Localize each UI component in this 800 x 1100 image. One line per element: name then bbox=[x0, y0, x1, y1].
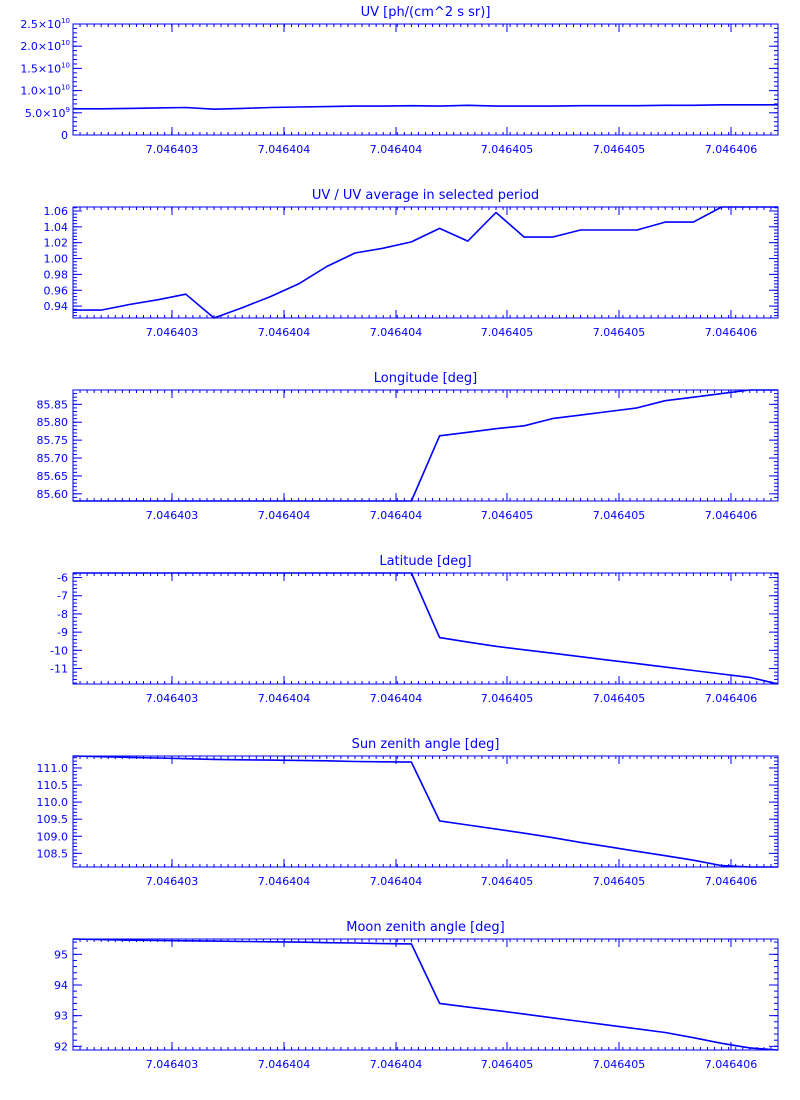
x-tick-label: 7.046403 bbox=[146, 143, 199, 156]
x-tick-label: 7.046406 bbox=[705, 875, 758, 888]
data-series-line bbox=[73, 206, 778, 319]
chart-panel-5: Sun zenith angle [deg] 7.046403 7.046404 7.… bbox=[37, 737, 779, 888]
y-tick-label: 2.5×1010 bbox=[20, 17, 70, 31]
x-tick-label: 7.046404 bbox=[370, 1058, 423, 1071]
x-tick-label: 7.046403 bbox=[146, 692, 199, 705]
data-series-line bbox=[73, 104, 778, 110]
y-tick-label: -9 bbox=[57, 626, 68, 639]
x-tick-label: 7.046405 bbox=[481, 143, 534, 156]
chart-panel-1: UV [ph/(cm^2 s sr)] 7.046403 7.046404 7.046… bbox=[20, 5, 779, 156]
x-tick-label: 7.046405 bbox=[593, 692, 646, 705]
y-tick-label: 111.0 bbox=[37, 762, 69, 775]
y-tick-label: -10 bbox=[50, 644, 68, 657]
y-tick-label: 1.0×1010 bbox=[20, 84, 70, 98]
x-tick-label: 7.046405 bbox=[593, 326, 646, 339]
chart-title: Latitude [deg] bbox=[379, 554, 471, 569]
data-series-line bbox=[72, 938, 779, 1051]
y-tick-label: 2.0×1010 bbox=[20, 39, 70, 53]
plot-frame bbox=[72, 206, 779, 319]
x-tick-label: 7.046405 bbox=[481, 509, 534, 522]
x-tick-label: 7.046404 bbox=[370, 326, 423, 339]
x-tick-label: 7.046404 bbox=[258, 692, 311, 705]
chart-panel-2: UV / UV average in selected period 7.0464… bbox=[44, 188, 779, 339]
chart-panel-4: Latitude [deg] 7.046403 7.046404 7.046404 7.… bbox=[50, 554, 779, 705]
x-tick-label: 7.046404 bbox=[370, 143, 423, 156]
chart-title: UV [ph/(cm^2 s sr)] bbox=[361, 5, 491, 20]
y-tick-label: 0.96 bbox=[44, 284, 69, 297]
x-tick-label: 7.046404 bbox=[258, 875, 311, 888]
chart-title: Moon zenith angle [deg] bbox=[346, 920, 504, 935]
x-tick-label: 7.046405 bbox=[593, 1058, 646, 1071]
x-tick-label: 7.046405 bbox=[481, 1058, 534, 1071]
x-tick-label: 7.046404 bbox=[258, 509, 311, 522]
y-tick-label: -11 bbox=[50, 663, 68, 676]
y-tick-label: 95 bbox=[54, 948, 68, 961]
chart-title: Longitude [deg] bbox=[374, 371, 477, 386]
x-tick-label: 7.046406 bbox=[705, 692, 758, 705]
y-tick-label: 5.0×109 bbox=[25, 106, 70, 120]
x-tick-label: 7.046405 bbox=[593, 875, 646, 888]
x-tick-label: 7.046404 bbox=[370, 509, 423, 522]
y-tick-label: 92 bbox=[54, 1040, 68, 1053]
x-tick-label: 7.046404 bbox=[258, 326, 311, 339]
data-series-line bbox=[72, 755, 778, 868]
y-tick-label: 110.5 bbox=[37, 779, 69, 792]
y-tick-label: 85.75 bbox=[37, 434, 69, 447]
y-tick-label: 110.0 bbox=[37, 796, 69, 809]
x-tick-label: 7.046403 bbox=[146, 326, 199, 339]
y-tick-label: -7 bbox=[57, 590, 68, 603]
x-tick-label: 7.046404 bbox=[370, 875, 423, 888]
y-tick-label: 108.5 bbox=[37, 847, 69, 860]
x-tick-label: 7.046405 bbox=[593, 143, 646, 156]
y-tick-label: 1.02 bbox=[44, 237, 69, 250]
x-tick-label: 7.046404 bbox=[258, 1058, 311, 1071]
y-tick-label: -8 bbox=[57, 608, 68, 621]
x-tick-label: 7.046406 bbox=[705, 1058, 758, 1071]
x-tick-label: 7.046405 bbox=[481, 326, 534, 339]
chart-title: Sun zenith angle [deg] bbox=[352, 737, 500, 752]
y-tick-label: 109.5 bbox=[37, 813, 69, 826]
x-tick-label: 7.046403 bbox=[146, 875, 199, 888]
y-tick-label: 1.06 bbox=[44, 205, 69, 218]
y-tick-label: 1.04 bbox=[44, 221, 69, 234]
data-series-line bbox=[73, 572, 779, 685]
y-tick-label: 93 bbox=[54, 1010, 68, 1023]
x-tick-label: 7.046405 bbox=[481, 692, 534, 705]
plot-frame bbox=[72, 755, 779, 868]
x-tick-label: 7.046404 bbox=[258, 143, 311, 156]
x-tick-label: 7.046406 bbox=[705, 509, 758, 522]
x-tick-label: 7.046403 bbox=[146, 509, 199, 522]
y-tick-label: -6 bbox=[57, 572, 68, 585]
y-tick-label: 1.5×1010 bbox=[20, 61, 70, 75]
plot-frame bbox=[72, 23, 779, 136]
y-tick-label: 85.60 bbox=[37, 488, 69, 501]
y-tick-label: 0.94 bbox=[44, 300, 69, 313]
y-tick-label: 85.70 bbox=[37, 452, 69, 465]
y-tick-label: 85.85 bbox=[37, 398, 69, 411]
x-tick-label: 7.046403 bbox=[146, 1058, 199, 1071]
y-tick-label: 0.98 bbox=[44, 268, 69, 281]
x-tick-label: 7.046404 bbox=[370, 692, 423, 705]
x-tick-label: 7.046406 bbox=[705, 143, 758, 156]
data-series-line bbox=[73, 389, 778, 502]
y-tick-label: 85.65 bbox=[37, 470, 69, 483]
chart-title: UV / UV average in selected period bbox=[312, 188, 539, 203]
x-tick-label: 7.046406 bbox=[705, 326, 758, 339]
y-tick-label: 85.80 bbox=[37, 416, 69, 429]
plot-frame bbox=[72, 389, 779, 502]
chart-panel-3: Longitude [deg] 7.046403 7.046404 7.046404 7… bbox=[37, 371, 779, 522]
y-tick-label: 94 bbox=[54, 979, 68, 992]
x-tick-label: 7.046405 bbox=[593, 509, 646, 522]
chart-panel-6: Moon zenith angle [deg] 7.046403 7.046404 7… bbox=[54, 920, 779, 1071]
y-tick-label: 0 bbox=[61, 129, 68, 142]
y-tick-label: 109.0 bbox=[37, 830, 69, 843]
y-tick-label: 1.00 bbox=[44, 253, 69, 266]
x-tick-label: 7.046405 bbox=[481, 875, 534, 888]
